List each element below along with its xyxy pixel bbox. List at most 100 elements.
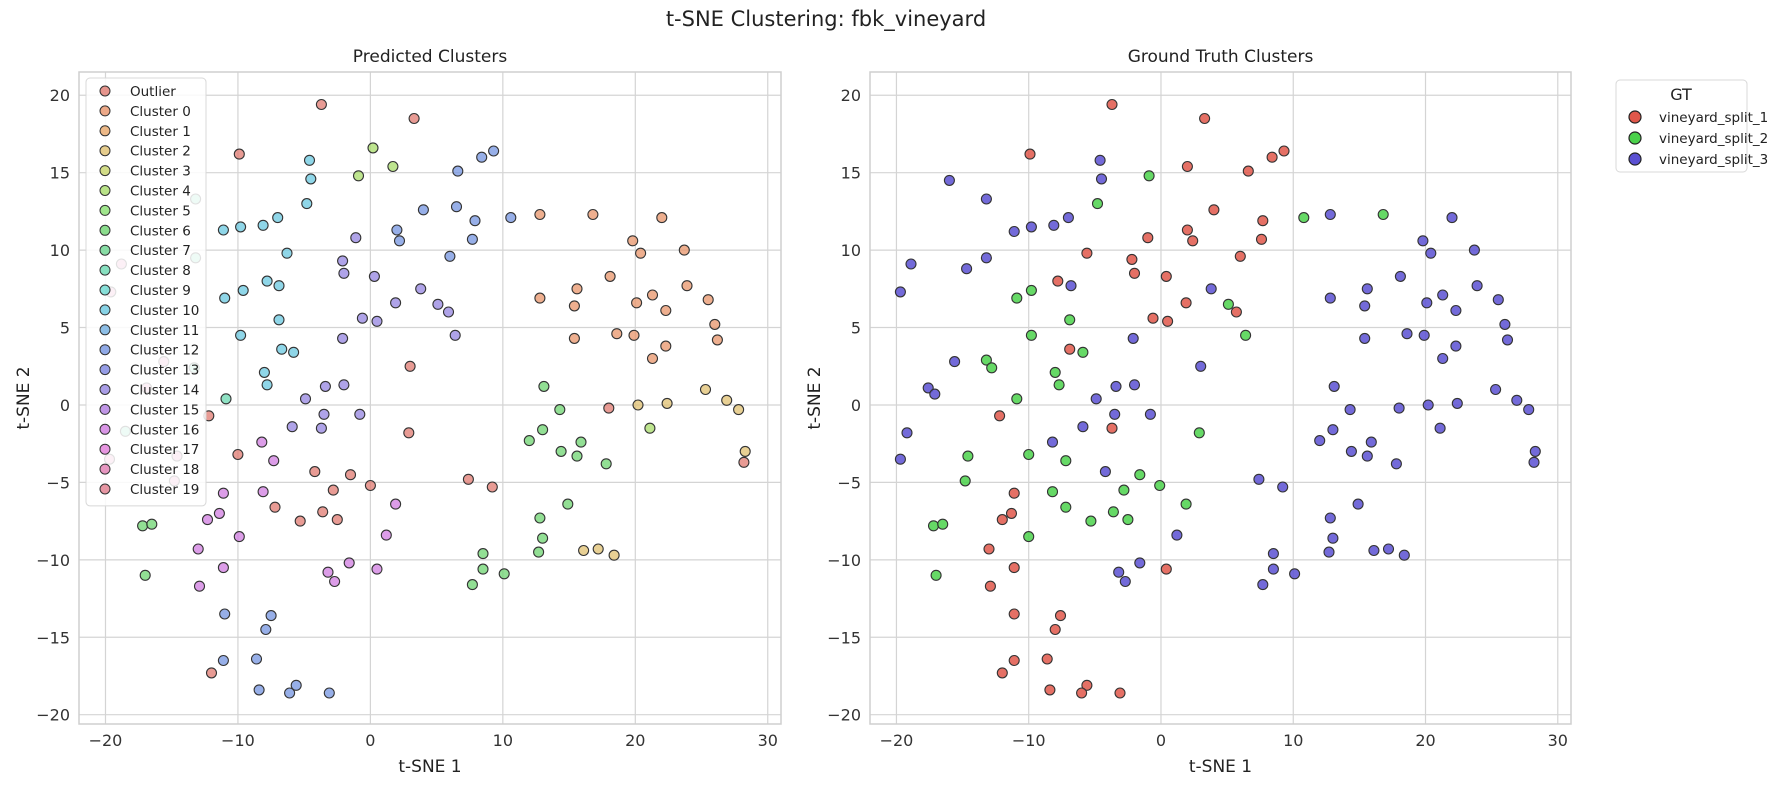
data-point [1062,212,1074,224]
predicted-legend: Outlier Cluster 0 Cluster 1 Cluster 2 Cluste… [85,77,207,507]
data-point [146,518,158,530]
y-tick-label: 20 [50,86,70,105]
data-point [1199,112,1211,125]
data-point [390,297,402,309]
data-point [408,112,420,125]
data-point [469,215,481,227]
data-point [721,394,733,406]
data-point [980,193,992,205]
data-point [1081,679,1093,691]
data-point [256,436,268,448]
data-point [1195,360,1207,372]
data-point [253,684,265,696]
data-point [1128,267,1141,279]
data-point [1025,329,1037,341]
data-point [1324,208,1336,221]
data-point [364,479,376,492]
legend-label: Cluster 5 [130,203,191,219]
data-point [1398,549,1410,561]
data-point [1437,352,1449,365]
data-point [265,610,277,622]
data-point [193,580,206,592]
data-point [1005,507,1018,519]
legend-label: Cluster 18 [130,462,199,478]
data-point [1451,397,1463,409]
data-point [390,498,402,510]
data-point [983,543,995,555]
data-point [337,255,349,267]
data-point [562,498,574,510]
data-point [235,221,247,233]
data-point [600,458,612,470]
legend-marker [99,165,111,177]
data-point [1099,466,1111,478]
data-point [329,575,341,588]
data-point [387,160,399,173]
x-tick-label: 20 [1415,731,1435,750]
data-point [233,148,245,160]
y-tick-label: 20 [841,86,861,105]
data-point [1492,294,1504,306]
data-point [486,481,498,493]
legend-label: Cluster 10 [130,303,199,319]
data-point [1134,469,1146,481]
data-point [587,208,599,221]
data-point [1422,399,1434,411]
data-point [996,667,1008,679]
data-point [1046,486,1059,498]
data-point [980,354,992,366]
data-point [477,563,489,575]
data-point [1234,250,1246,262]
data-point [905,258,917,270]
x-tick-label: 0 [365,731,375,750]
y-tick-label: 15 [50,164,70,183]
data-point [393,235,406,247]
legend-label: Outlier [130,84,176,100]
data-point [554,404,566,416]
data-point [338,379,350,391]
data-point [1327,532,1339,544]
data-point [1344,404,1356,416]
data-point [1143,170,1155,182]
legend-marker [99,364,111,376]
y-tick-label: −10 [36,551,70,570]
legend-marker [1628,131,1642,145]
data-point [959,475,971,487]
legend-marker [99,324,111,336]
data-point [1077,421,1089,433]
data-point [1187,235,1199,247]
data-point [322,566,334,578]
legend-marker [99,185,111,196]
data-point [604,270,616,282]
data-point [317,506,329,518]
data-point [646,352,659,365]
data-point [462,473,474,485]
y-axis-label: t-SNE 2 [805,366,825,429]
data-point [305,173,317,185]
data-point [344,469,357,481]
data-point [1257,215,1269,227]
data-point [538,380,550,392]
data-point [611,328,623,340]
data-point [1011,292,1023,304]
y-tick-label: 5 [60,319,70,338]
data-point [1081,247,1093,259]
data-point [477,548,489,560]
data-point [1122,514,1134,526]
data-point [632,399,644,411]
y-axis-label: t-SNE 2 [14,366,34,429]
data-point [1049,623,1061,636]
data-point [1180,498,1192,510]
data-point [709,318,721,330]
data-point [1052,275,1064,287]
data-point [1365,436,1377,448]
data-point [476,151,488,163]
data-point [269,501,281,513]
data-point [1394,270,1406,282]
data-point [962,450,974,462]
legend-marker [99,463,111,475]
data-point [258,366,270,378]
data-point [1257,579,1269,591]
y-tick-label: −20 [827,706,861,725]
data-point [137,520,149,532]
